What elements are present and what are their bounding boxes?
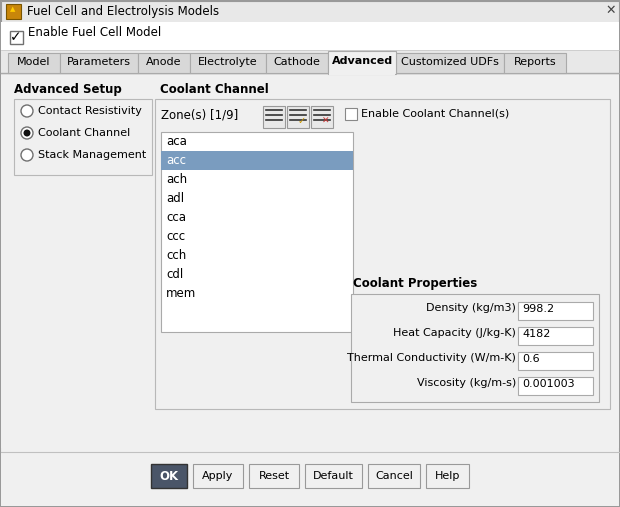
Text: Electrolyte: Electrolyte xyxy=(198,57,258,67)
Bar xyxy=(8,53,60,73)
Text: adl: adl xyxy=(166,192,184,205)
Bar xyxy=(1,1,619,23)
Bar xyxy=(155,99,610,409)
Text: Advanced: Advanced xyxy=(332,56,392,66)
Bar xyxy=(518,377,593,395)
Bar xyxy=(328,51,396,74)
Text: Anode: Anode xyxy=(146,57,182,67)
Circle shape xyxy=(21,105,33,117)
Circle shape xyxy=(21,149,33,161)
Bar xyxy=(351,294,599,402)
Text: Enable Coolant Channel(s): Enable Coolant Channel(s) xyxy=(361,108,509,118)
Text: Model: Model xyxy=(17,57,51,67)
Bar xyxy=(305,464,362,488)
Text: Cancel: Cancel xyxy=(375,471,413,481)
Text: Zone(s) [1/9]: Zone(s) [1/9] xyxy=(161,108,238,121)
Text: Help: Help xyxy=(435,471,460,481)
Bar xyxy=(311,106,333,128)
Text: Parameters: Parameters xyxy=(67,57,131,67)
Text: Density (kg/m3): Density (kg/m3) xyxy=(426,303,516,313)
Bar xyxy=(1,75,619,448)
Bar xyxy=(518,327,593,345)
Text: Heat Capacity (J/kg-K): Heat Capacity (J/kg-K) xyxy=(393,328,516,338)
Text: Default: Default xyxy=(313,471,354,481)
Text: Stack Management: Stack Management xyxy=(38,150,146,160)
Text: mem: mem xyxy=(166,287,197,300)
Circle shape xyxy=(21,127,33,139)
Bar xyxy=(60,53,138,73)
Text: Enable Fuel Cell Model: Enable Fuel Cell Model xyxy=(28,26,161,40)
Bar xyxy=(10,31,23,44)
Text: Reports: Reports xyxy=(514,57,556,67)
Text: ✕: ✕ xyxy=(605,4,616,17)
Text: Cathode: Cathode xyxy=(273,57,321,67)
Text: ccc: ccc xyxy=(166,230,185,243)
Text: acc: acc xyxy=(166,154,186,167)
Text: Thermal Conductivity (W/m-K): Thermal Conductivity (W/m-K) xyxy=(347,353,516,363)
Bar xyxy=(368,464,420,488)
Text: ✕: ✕ xyxy=(322,117,330,126)
Text: 0.6: 0.6 xyxy=(522,354,539,364)
Bar xyxy=(329,73,395,75)
Text: Coolant Channel: Coolant Channel xyxy=(38,128,130,138)
Text: Apply: Apply xyxy=(202,471,234,481)
Bar xyxy=(263,106,285,128)
Text: Coolant Properties: Coolant Properties xyxy=(353,277,477,290)
Bar xyxy=(426,464,469,488)
Bar xyxy=(6,4,21,19)
Text: ✓: ✓ xyxy=(298,116,306,126)
Text: Viscosity (kg/m-s): Viscosity (kg/m-s) xyxy=(417,378,516,388)
Bar xyxy=(504,53,566,73)
Bar xyxy=(193,464,243,488)
Text: Fuel Cell and Electrolysis Models: Fuel Cell and Electrolysis Models xyxy=(27,5,219,18)
Bar xyxy=(161,151,353,170)
Bar xyxy=(518,302,593,320)
Bar xyxy=(345,108,357,120)
Text: 0.001003: 0.001003 xyxy=(522,379,575,389)
Text: cch: cch xyxy=(166,249,186,262)
Text: 998.2: 998.2 xyxy=(522,304,554,314)
Text: Coolant Channel: Coolant Channel xyxy=(160,83,268,96)
Text: ▲: ▲ xyxy=(11,6,16,12)
Bar xyxy=(138,53,190,73)
Text: 4182: 4182 xyxy=(522,329,551,339)
Text: OK: OK xyxy=(159,469,179,483)
Bar xyxy=(151,464,187,488)
Text: ach: ach xyxy=(166,173,187,186)
Text: cca: cca xyxy=(166,211,186,224)
Bar xyxy=(14,99,152,175)
Bar xyxy=(1,452,619,506)
Bar xyxy=(190,53,266,73)
Bar xyxy=(518,352,593,370)
Text: ✓: ✓ xyxy=(10,30,22,44)
Text: cdl: cdl xyxy=(166,268,184,281)
Text: Contact Resistivity: Contact Resistivity xyxy=(38,106,142,116)
Circle shape xyxy=(24,129,30,136)
Text: Advanced Setup: Advanced Setup xyxy=(14,83,122,96)
Text: Customized UDFs: Customized UDFs xyxy=(401,57,499,67)
Bar xyxy=(266,53,328,73)
Bar xyxy=(1,22,619,50)
Bar xyxy=(396,53,504,73)
Text: aca: aca xyxy=(166,135,187,148)
Bar xyxy=(287,106,309,128)
Text: Reset: Reset xyxy=(259,471,290,481)
Bar xyxy=(249,464,299,488)
Bar xyxy=(161,132,353,332)
Bar xyxy=(1,51,619,75)
